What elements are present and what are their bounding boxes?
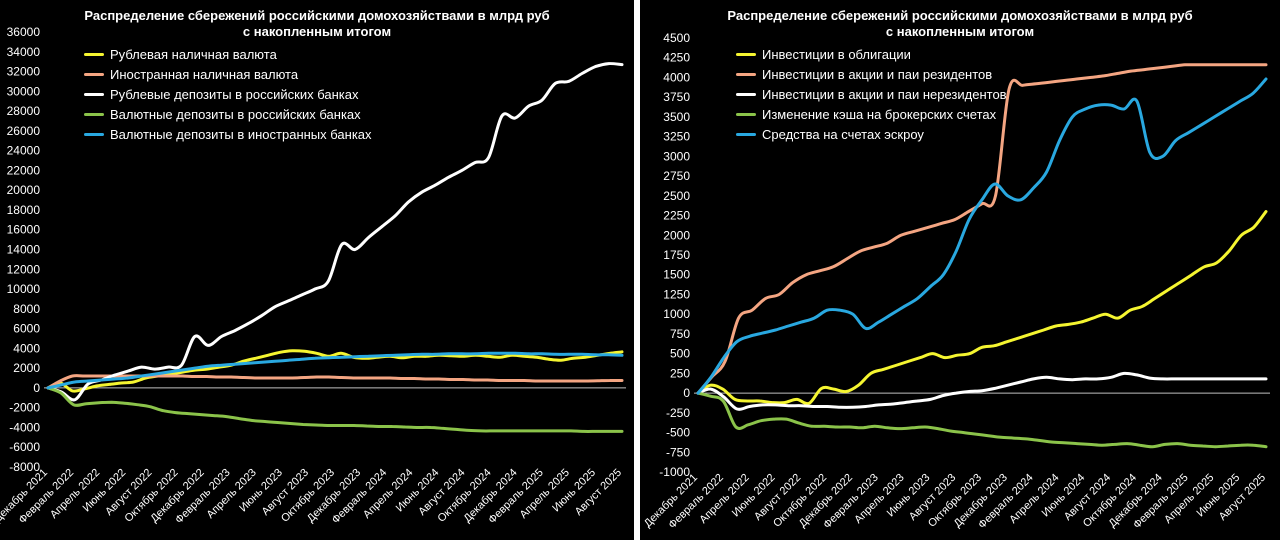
y-tick-label: -8000 bbox=[9, 460, 40, 474]
y-tick-label: -6000 bbox=[9, 440, 40, 454]
y-tick-label: 2000 bbox=[13, 361, 40, 375]
y-tick-label: 3250 bbox=[663, 130, 690, 144]
y-tick-label: 30000 bbox=[7, 84, 41, 98]
y-tick-label: 1750 bbox=[663, 248, 690, 262]
legend-label: Инвестиции в акции и паи нерезидентов bbox=[762, 86, 1007, 102]
chart-panel-left: Распределение сбережений российскими дом… bbox=[0, 0, 634, 540]
y-tick-label: 2750 bbox=[663, 169, 690, 183]
y-tick-label: 24000 bbox=[7, 144, 41, 158]
y-tick-label: 4000 bbox=[13, 341, 40, 355]
y-tick-label: -4000 bbox=[9, 420, 40, 434]
legend-item: Инвестиции в акции и паи резидентов bbox=[736, 64, 1007, 84]
legend-item: Рублевая наличная валюта bbox=[84, 44, 372, 64]
series-line bbox=[46, 386, 624, 433]
legend-label: Валютные депозиты в российских банках bbox=[110, 106, 361, 122]
chart-plot-right: -1000 -750 -500 -250 0 250 500 750 1000 1250 1500 1… bbox=[642, 31, 1270, 531]
series-line bbox=[696, 77, 1268, 395]
legend-label: Рублевые депозиты в российских банках bbox=[110, 86, 359, 102]
y-tick-label: 10000 bbox=[7, 282, 41, 296]
series-line bbox=[696, 371, 1268, 411]
y-tick-label: 36000 bbox=[7, 25, 41, 39]
y-tick-label: -500 bbox=[666, 426, 690, 440]
y-tick-label: 28000 bbox=[7, 104, 41, 118]
y-tick-label: 20000 bbox=[7, 183, 41, 197]
legend-label: Рублевая наличная валюта bbox=[110, 46, 277, 62]
series-line bbox=[696, 63, 1268, 395]
y-tick-label: -250 bbox=[666, 406, 690, 420]
chart-panel-right: Распределение сбережений российскими дом… bbox=[640, 0, 1280, 540]
legend-swatch bbox=[84, 52, 104, 56]
y-tick-label: 4500 bbox=[663, 31, 690, 45]
legend-label: Инвестиции в облигации bbox=[762, 46, 911, 62]
y-tick-label: 750 bbox=[670, 327, 690, 341]
chart-title-line1: Распределение сбережений российскими дом… bbox=[727, 8, 1193, 23]
y-tick-label: 3500 bbox=[663, 110, 690, 124]
legend-item: Инвестиции в облигации bbox=[736, 44, 1007, 64]
y-tick-label: 2500 bbox=[663, 189, 690, 203]
legend-swatch bbox=[736, 112, 756, 116]
y-tick-label: 4000 bbox=[663, 70, 690, 84]
chart-subtitle: с накопленным итогом bbox=[885, 24, 1035, 39]
legend-item: Изменение кэша на брокерских счетах bbox=[736, 104, 1007, 124]
y-tick-label: 250 bbox=[670, 366, 690, 380]
legend-item: Рублевые депозиты в российских банках bbox=[84, 84, 372, 104]
chart-subtitle: с накопленным итогом bbox=[242, 24, 392, 39]
y-tick-label: 0 bbox=[33, 381, 40, 395]
series-line bbox=[46, 349, 624, 393]
chart-legend-right: Инвестиции в облигации Инвестиции в акции… bbox=[736, 44, 1007, 144]
y-tick-label: 2250 bbox=[663, 209, 690, 223]
y-tick-label: 500 bbox=[670, 347, 690, 361]
y-tick-label: 26000 bbox=[7, 124, 41, 138]
legend-item: Валютные депозиты в российских банках bbox=[84, 104, 372, 124]
legend-swatch bbox=[736, 52, 756, 56]
legend-item: Валютные депозиты в иностранных банках bbox=[84, 124, 372, 144]
series-line bbox=[696, 210, 1268, 406]
y-tick-label: 18000 bbox=[7, 203, 41, 217]
y-tick-label: 3750 bbox=[663, 90, 690, 104]
y-tick-label: 4250 bbox=[663, 51, 690, 65]
legend-swatch bbox=[84, 112, 104, 116]
y-tick-label: 32000 bbox=[7, 65, 41, 79]
legend-item: Иностранная наличная валюта bbox=[84, 64, 372, 84]
legend-swatch bbox=[736, 72, 756, 76]
y-tick-label: 6000 bbox=[13, 322, 40, 336]
y-tick-label: 22000 bbox=[7, 163, 41, 177]
y-tick-label: -2000 bbox=[9, 401, 40, 415]
legend-label: Средства на счетах эскроу bbox=[762, 126, 924, 142]
y-tick-label: 2000 bbox=[663, 228, 690, 242]
legend-swatch bbox=[736, 92, 756, 96]
legend-swatch bbox=[84, 92, 104, 96]
y-tick-label: 34000 bbox=[7, 45, 41, 59]
chart-title: Распределение сбережений российскими дом… bbox=[640, 8, 1280, 40]
chart-title: Распределение сбережений российскими дом… bbox=[0, 8, 634, 40]
y-tick-label: 3000 bbox=[663, 149, 690, 163]
y-tick-label: 16000 bbox=[7, 223, 41, 237]
legend-label: Изменение кэша на брокерских счетах bbox=[762, 106, 997, 122]
y-tick-label: 1000 bbox=[663, 307, 690, 321]
series-line bbox=[46, 351, 624, 390]
y-tick-label: -750 bbox=[666, 445, 690, 459]
legend-item: Инвестиции в акции и паи нерезидентов bbox=[736, 84, 1007, 104]
series-line bbox=[696, 391, 1268, 449]
legend-label: Иностранная наличная валюта bbox=[110, 66, 299, 82]
y-tick-label: 1500 bbox=[663, 268, 690, 282]
legend-label: Инвестиции в акции и паи резидентов bbox=[762, 66, 993, 82]
legend-swatch bbox=[84, 72, 104, 76]
y-tick-label: 12000 bbox=[7, 262, 41, 276]
chart-title-line1: Распределение сбережений российскими дом… bbox=[84, 8, 550, 23]
chart-plot-left: -8000 -6000 -4000 -2000 0 2000 4000 6000 8000 100… bbox=[0, 25, 626, 526]
y-tick-label: 0 bbox=[683, 386, 690, 400]
series-line bbox=[46, 62, 624, 402]
y-tick-label: -1000 bbox=[659, 465, 690, 479]
legend-swatch bbox=[736, 132, 756, 136]
y-tick-label: 8000 bbox=[13, 302, 40, 316]
legend-swatch bbox=[84, 132, 104, 136]
panel-divider bbox=[634, 0, 640, 540]
legend-label: Валютные депозиты в иностранных банках bbox=[110, 126, 372, 142]
chart-legend-left: Рублевая наличная валюта Иностранная нали… bbox=[84, 44, 372, 144]
y-tick-label: 14000 bbox=[7, 243, 41, 257]
legend-item: Средства на счетах эскроу bbox=[736, 124, 1007, 144]
y-tick-label: 1250 bbox=[663, 287, 690, 301]
